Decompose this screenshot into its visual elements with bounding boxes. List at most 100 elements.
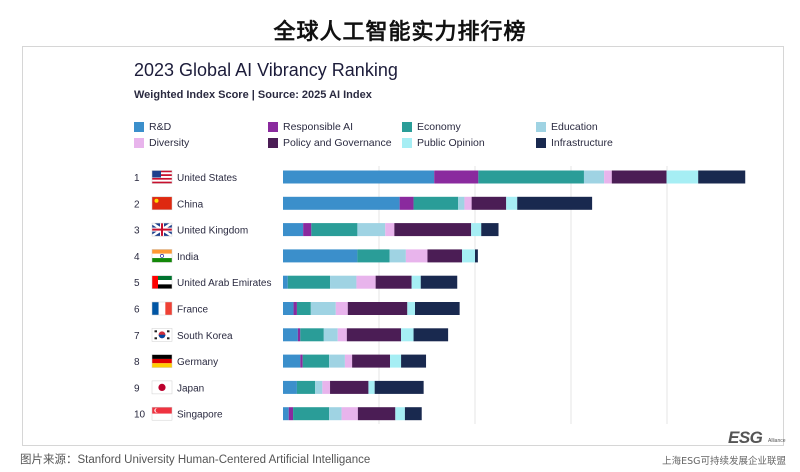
bar-segment: [296, 302, 311, 315]
flag-wheel: [160, 253, 164, 258]
esg-alliance-logo: ESG: [728, 428, 763, 447]
legend-swatch: [536, 122, 546, 132]
legend-swatch: [134, 122, 144, 132]
rank-label: 7: [134, 331, 140, 342]
country-label: Japan: [177, 383, 204, 394]
bar-row: 7 South Korea: [134, 328, 449, 342]
flag-trigram: [167, 337, 170, 340]
bar-segment: [506, 196, 518, 210]
bar-segment: [283, 380, 297, 394]
flag-band: [165, 302, 172, 315]
bar-segment: [407, 302, 415, 315]
flag-border: [151, 406, 173, 421]
bar-row: 2 China: [134, 196, 593, 210]
bar-segment: [310, 302, 336, 315]
rank-label: 10: [134, 410, 146, 421]
flag-jp-icon: [151, 380, 173, 395]
bar-segment: [296, 380, 316, 394]
bar-segment: [385, 223, 395, 237]
bar-segment: [481, 223, 499, 237]
legend-item: Responsible AI: [268, 121, 353, 133]
bar-segment: [458, 196, 465, 210]
bar-segment: [399, 196, 414, 210]
flag-band: [152, 358, 172, 364]
country-label: South Korea: [177, 331, 233, 342]
bar-segment: [395, 407, 405, 421]
footer-credit: 上海ESG可持续发展企业联盟: [662, 456, 786, 467]
bar-segment: [288, 407, 294, 421]
bar-segment: [356, 275, 376, 289]
bar-segment: [329, 407, 342, 421]
flag-kr-icon: [151, 328, 173, 342]
bar-segment: [322, 380, 331, 394]
flag-crescent: [155, 408, 160, 413]
flag-field: [152, 196, 172, 210]
bar-row: 10 Singapore: [134, 406, 422, 421]
country-label: Singapore: [177, 410, 223, 421]
bar-segment: [611, 170, 667, 184]
bar-segment: [357, 249, 390, 263]
bar-segment: [283, 275, 288, 289]
flag-stripe: [152, 172, 172, 175]
country-label: United Arab Emirates: [177, 278, 272, 289]
bar-segment: [390, 354, 402, 368]
chart-subtitle: Weighted Index Score | Source: 2025 AI I…: [134, 89, 372, 101]
legend-item: Economy: [402, 121, 461, 133]
legend-item: Diversity: [134, 137, 189, 149]
legend-swatch: [536, 138, 546, 148]
flag-border: [151, 249, 173, 263]
flag-hoist: [152, 275, 158, 289]
bar-segment: [401, 354, 427, 368]
bar-segment: [283, 354, 301, 368]
bar-segment: [330, 275, 357, 289]
legend-label: R&D: [149, 121, 172, 133]
legend-item: Education: [536, 121, 598, 133]
bar-segment: [375, 275, 412, 289]
bar-segment: [283, 223, 304, 237]
bar-segment: [413, 196, 459, 210]
country-label: United Kingdom: [177, 226, 248, 237]
bar-row: 3 United Kingdom: [134, 222, 499, 238]
bar-segment: [344, 354, 353, 368]
legend-label: Infrastructure: [551, 137, 613, 149]
bar-segment: [347, 302, 408, 315]
bar-segment: [583, 170, 605, 184]
flag-border: [151, 328, 173, 342]
flag-de-icon: [151, 354, 173, 368]
flag-border: [151, 301, 173, 316]
bar-segment: [374, 380, 424, 394]
bar-row: 5 United Arab Emirates: [134, 275, 458, 289]
chart-legend: R&D Responsible AI Economy Education Diversi…: [134, 121, 674, 153]
legend-label: Economy: [417, 121, 461, 133]
bar-segment: [471, 196, 507, 210]
bar-segment: [300, 328, 324, 342]
bar-segment: [300, 354, 303, 368]
rank-label: 8: [134, 357, 140, 368]
country-label: Germany: [177, 357, 218, 368]
bar-segment: [413, 328, 449, 342]
flag-band: [152, 253, 172, 259]
country-label: India: [177, 252, 199, 263]
image-source-caption: 图片来源：Stanford University Human-Centered …: [20, 454, 371, 466]
flag-border: [151, 170, 173, 184]
chart-title: 2023 Global AI Vibrancy Ranking: [134, 60, 398, 80]
country-label: France: [177, 305, 209, 316]
flag-fr-icon: [151, 301, 173, 316]
bar-segment: [666, 170, 699, 184]
esg-alliance-logo-sub: Alliance: [768, 438, 786, 444]
bar-segment: [357, 407, 396, 421]
bar-segment: [368, 380, 375, 394]
flag-stripe: [152, 174, 172, 177]
bar-segment: [357, 223, 386, 237]
rank-label: 4: [134, 252, 140, 263]
rank-label: 6: [134, 305, 140, 316]
bar-segment: [335, 302, 348, 315]
flag-border: [151, 354, 173, 368]
bar-segment: [405, 249, 428, 263]
bar-segment: [311, 223, 358, 237]
flag-trigram: [167, 330, 170, 333]
legend-label: Public Opinion: [417, 137, 485, 149]
bar-segment: [517, 196, 593, 210]
bar-segment: [283, 328, 298, 342]
